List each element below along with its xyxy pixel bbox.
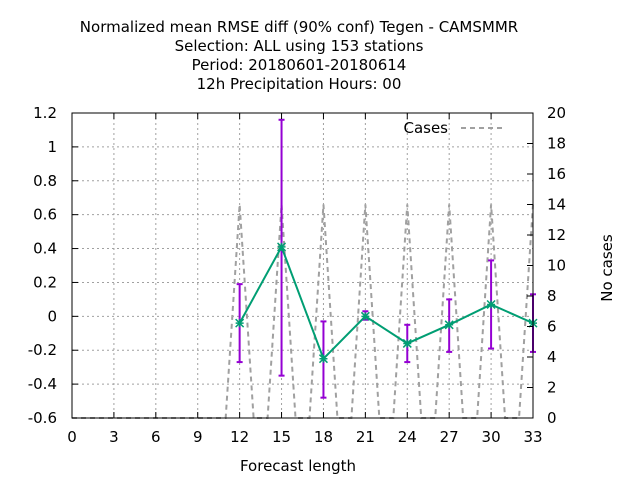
y2-tick-label: 20 [547,104,566,122]
y-tick-label: 0.6 [33,206,57,224]
x-axis-label: Forecast length [240,457,356,475]
y-tick-label: 0 [47,307,57,325]
x-tick-label: 27 [440,428,459,446]
x-tick-label: 33 [523,428,542,446]
y2-tick-label: 8 [547,287,557,305]
diff-point [444,320,454,330]
diff-point [318,354,328,364]
y2-tick-label: 14 [547,196,566,214]
title-line-2: Selection: ALL using 153 stations [175,37,424,55]
x-tick-label: 6 [151,428,161,446]
y-tick-label: 0.2 [33,273,57,291]
y2-tick-label: 4 [547,348,557,366]
diff-point [360,311,370,321]
legend: Cases [403,119,506,137]
legend-label-cases: Cases [403,119,448,137]
y2-tick-label: 16 [547,165,566,183]
y-tick-label: -0.6 [28,409,57,427]
x-tick-label: 0 [67,428,77,446]
diff-point [402,338,412,348]
chart-title: Normalized mean RMSE diff (90% conf) Teg… [80,18,518,93]
diff-point [486,299,496,310]
title-line-4: 12h Precipitation Hours: 00 [197,75,402,93]
axes: 0 3 6 9 12 15 18 21 24 27 30 33-0.6-0.4-0.200.20.40… [28,104,566,446]
y-tick-label: 1 [47,138,57,156]
x-tick-label: 15 [272,428,291,446]
x-tick-label: 30 [482,428,501,446]
y-tick-label: 0.8 [33,172,57,190]
diff-point [277,242,287,252]
cases-series [72,204,534,419]
diff-line [238,244,534,361]
y-tick-label: -0.2 [28,341,57,359]
x-tick-label: 9 [193,428,203,446]
y-tick-label: 1.2 [33,104,57,122]
diff-point [235,318,245,328]
y2-tick-label: 2 [547,379,557,397]
x-tick-label: 21 [356,428,375,446]
diff-series [235,242,538,364]
title-line-1: Normalized mean RMSE diff (90% conf) Teg… [80,18,518,36]
x-tick-label: 3 [109,428,119,446]
x-tick-label: 18 [314,428,333,446]
y2-tick-label: 6 [547,318,557,336]
plot-frame [71,112,534,419]
y2-tick-label: 18 [547,135,566,153]
x-tick-label: 24 [398,428,417,446]
y2-axis-label: No cases [598,234,616,302]
y2-tick-label: 0 [547,409,557,427]
y-tick-label: -0.4 [28,375,57,393]
y2-tick-label: 10 [547,257,566,275]
x-tick-label: 12 [230,428,249,446]
y-tick-label: 0.4 [33,240,57,258]
title-line-3: Period: 20180601-20180614 [192,56,407,74]
y2-tick-label: 12 [547,226,566,244]
grid [72,113,533,418]
cases-line [72,204,534,419]
